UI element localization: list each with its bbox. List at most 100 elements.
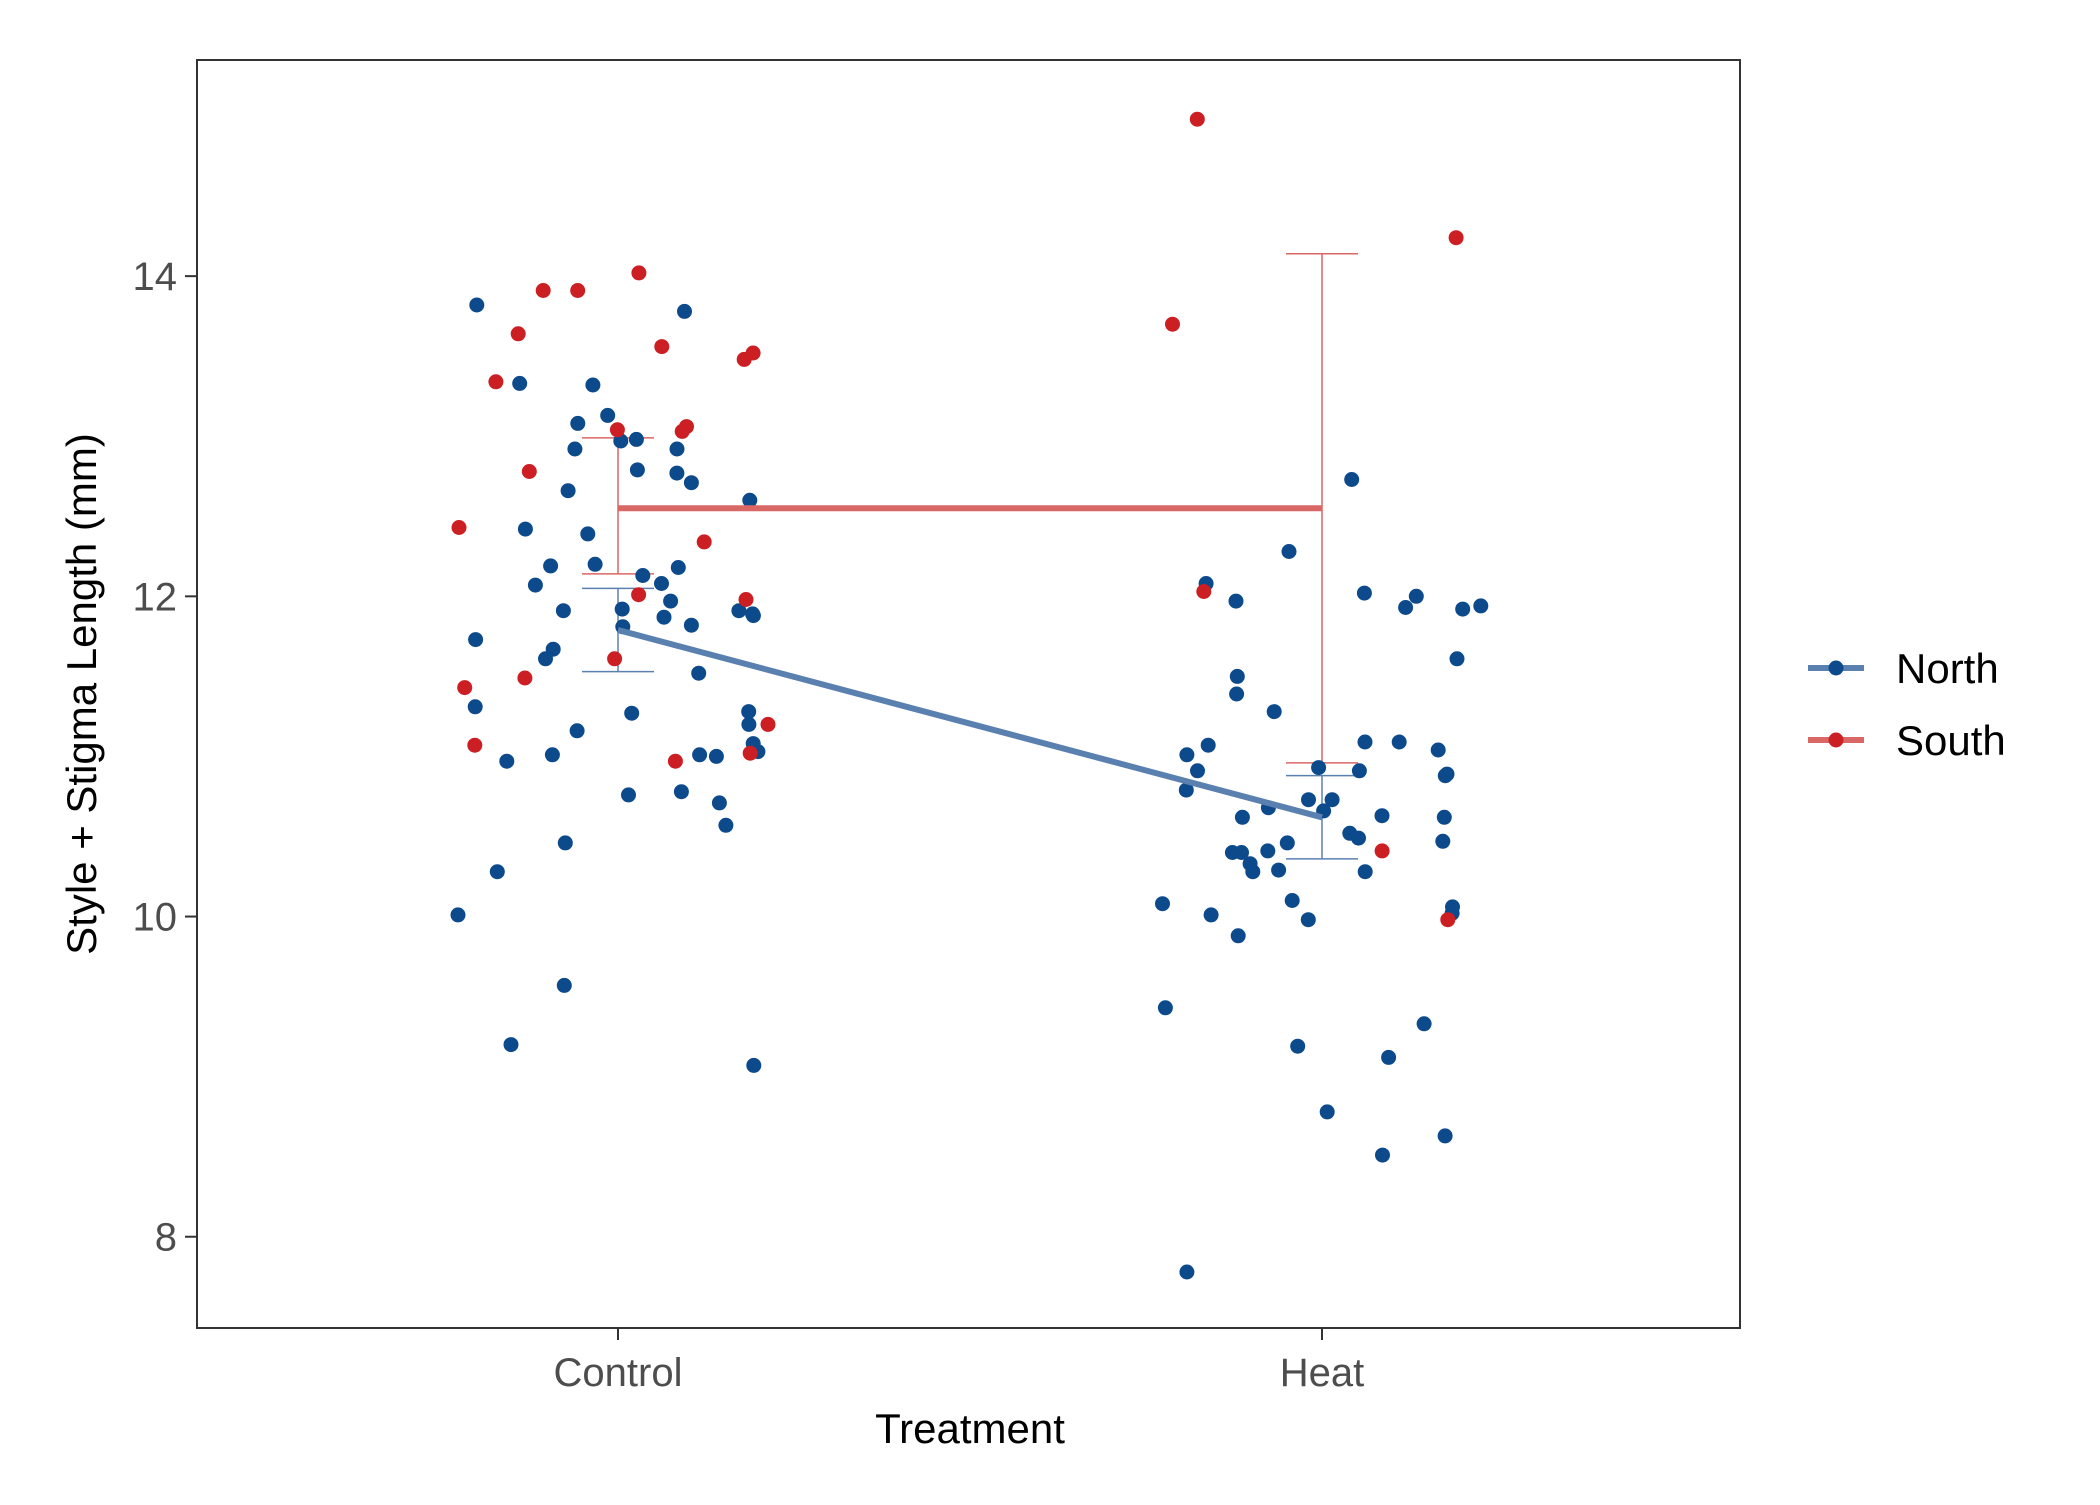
data-point xyxy=(535,283,551,298)
data-point xyxy=(469,297,485,313)
data-point xyxy=(556,977,572,993)
data-point xyxy=(499,753,515,769)
data-point xyxy=(1281,544,1297,559)
data-point xyxy=(1196,584,1212,599)
data-point xyxy=(667,753,683,769)
data-point xyxy=(663,593,679,609)
data-point xyxy=(1228,593,1244,609)
data-point xyxy=(745,608,761,624)
data-point xyxy=(1179,1264,1195,1280)
legend-key-point xyxy=(1828,660,1844,676)
data-point xyxy=(1242,856,1258,872)
data-point xyxy=(489,864,505,880)
x-axis: Control Heat xyxy=(554,1328,1365,1395)
data-point xyxy=(560,483,576,499)
data-point xyxy=(742,492,758,508)
data-point xyxy=(1357,734,1373,750)
data-point xyxy=(570,415,586,431)
data-point xyxy=(512,375,528,391)
data-point xyxy=(1357,864,1373,880)
data-point xyxy=(1344,472,1360,487)
data-point xyxy=(1157,1000,1173,1016)
data-point xyxy=(1189,111,1205,127)
data-point xyxy=(1449,651,1465,667)
data-point xyxy=(708,748,724,764)
data-point xyxy=(731,603,747,619)
data-point xyxy=(450,907,466,923)
data-point xyxy=(654,576,669,591)
data-point xyxy=(1311,760,1327,776)
data-point xyxy=(738,592,754,607)
data-point xyxy=(517,670,533,686)
data-point xyxy=(669,441,685,457)
data-point xyxy=(521,464,537,479)
data-point xyxy=(1200,737,1216,753)
data-point xyxy=(718,817,734,833)
data-point xyxy=(600,407,616,423)
data-point xyxy=(677,303,692,319)
data-point xyxy=(1473,598,1489,614)
data-point xyxy=(1190,763,1205,779)
data-point xyxy=(1290,1038,1306,1054)
data-point xyxy=(1279,835,1295,851)
data-point xyxy=(1356,585,1372,601)
data-point xyxy=(1416,1016,1432,1032)
y-tick-label: 10 xyxy=(133,896,178,940)
data-point xyxy=(1351,763,1367,779)
data-point xyxy=(1445,899,1460,915)
data-point xyxy=(1179,747,1195,763)
data-point xyxy=(741,704,757,720)
data-point xyxy=(670,560,686,575)
data-point xyxy=(1437,1128,1453,1144)
data-point xyxy=(1381,1049,1397,1065)
data-point xyxy=(1155,896,1170,912)
data-point xyxy=(517,521,533,537)
data-point xyxy=(1455,601,1471,617)
data-point xyxy=(635,568,651,583)
legend-label: South xyxy=(1896,717,2006,764)
data-point xyxy=(607,651,623,667)
data-point xyxy=(1230,928,1246,944)
data-point xyxy=(1391,734,1407,750)
data-point xyxy=(567,441,583,457)
data-point xyxy=(1229,686,1245,702)
data-point xyxy=(1234,809,1250,825)
data-point xyxy=(1229,668,1245,684)
data-point xyxy=(654,339,670,355)
data-point xyxy=(1178,782,1194,798)
data-point xyxy=(543,558,559,574)
data-point xyxy=(538,651,553,667)
data-point xyxy=(746,1057,762,1073)
data-point xyxy=(457,680,473,696)
y-tick-label: 12 xyxy=(133,575,178,619)
data-point xyxy=(673,784,689,800)
data-point xyxy=(570,283,586,298)
legend-key-point xyxy=(1828,732,1844,748)
data-point xyxy=(760,716,776,732)
data-point xyxy=(1440,912,1456,928)
data-point xyxy=(683,617,699,633)
data-point xyxy=(669,465,685,481)
x-axis-title: Treatment xyxy=(875,1405,1065,1452)
y-tick-label: 14 xyxy=(133,255,178,299)
data-point xyxy=(631,265,647,281)
data-point xyxy=(585,377,601,393)
data-point xyxy=(1234,845,1249,860)
plot-panel-border xyxy=(196,59,1741,1329)
data-point xyxy=(467,699,483,715)
data-point xyxy=(1319,1104,1335,1120)
data-point xyxy=(587,556,603,572)
data-point xyxy=(569,723,585,739)
mean-lines-layer xyxy=(617,505,1323,821)
data-point xyxy=(1430,742,1446,758)
x-tick-label: Heat xyxy=(1280,1351,1365,1395)
data-point xyxy=(1271,862,1287,878)
data-point xyxy=(468,632,484,648)
data-point xyxy=(503,1037,519,1053)
legend-label: North xyxy=(1896,645,1999,692)
data-point xyxy=(741,716,757,732)
data-point xyxy=(609,422,625,438)
data-point xyxy=(745,345,761,361)
mean-line xyxy=(617,627,1323,821)
